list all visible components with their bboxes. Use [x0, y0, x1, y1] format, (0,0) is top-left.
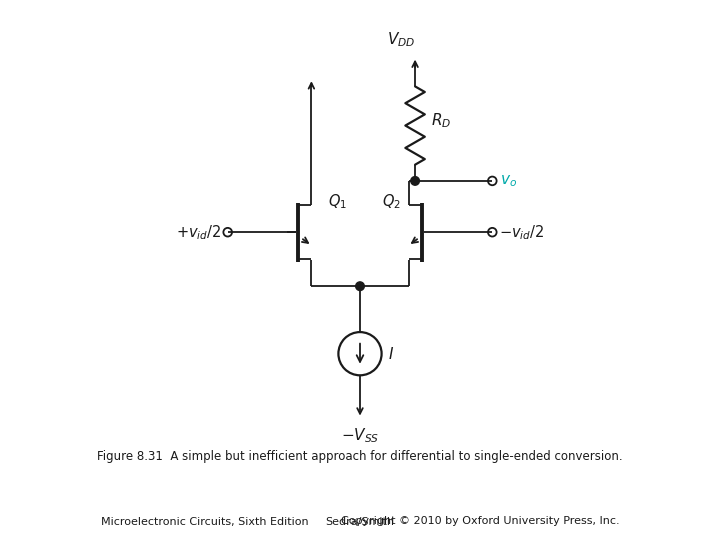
- Text: $+v_{id}/2$: $+v_{id}/2$: [176, 223, 220, 241]
- Text: $-v_{id}/2$: $-v_{id}/2$: [500, 223, 544, 241]
- Text: $I$: $I$: [388, 346, 394, 362]
- Text: Sedra/Smith: Sedra/Smith: [325, 516, 395, 526]
- Text: $V_{DD}$: $V_{DD}$: [387, 30, 415, 49]
- Text: Microelectronic Circuits, Sixth Edition: Microelectronic Circuits, Sixth Edition: [101, 516, 308, 526]
- Text: $Q_1$: $Q_1$: [328, 192, 346, 211]
- Text: $Q_2$: $Q_2$: [382, 192, 400, 211]
- Text: $v_o$: $v_o$: [500, 173, 518, 189]
- Circle shape: [410, 177, 419, 185]
- Text: $-V_{SS}$: $-V_{SS}$: [341, 427, 379, 446]
- Text: Figure 8.31  A simple but inefficient approach for differential to single-ended : Figure 8.31 A simple but inefficient app…: [97, 450, 623, 463]
- Circle shape: [356, 282, 364, 291]
- Text: $R_D$: $R_D$: [431, 111, 451, 130]
- Text: Copyright © 2010 by Oxford University Press, Inc.: Copyright © 2010 by Oxford University Pr…: [341, 516, 619, 526]
